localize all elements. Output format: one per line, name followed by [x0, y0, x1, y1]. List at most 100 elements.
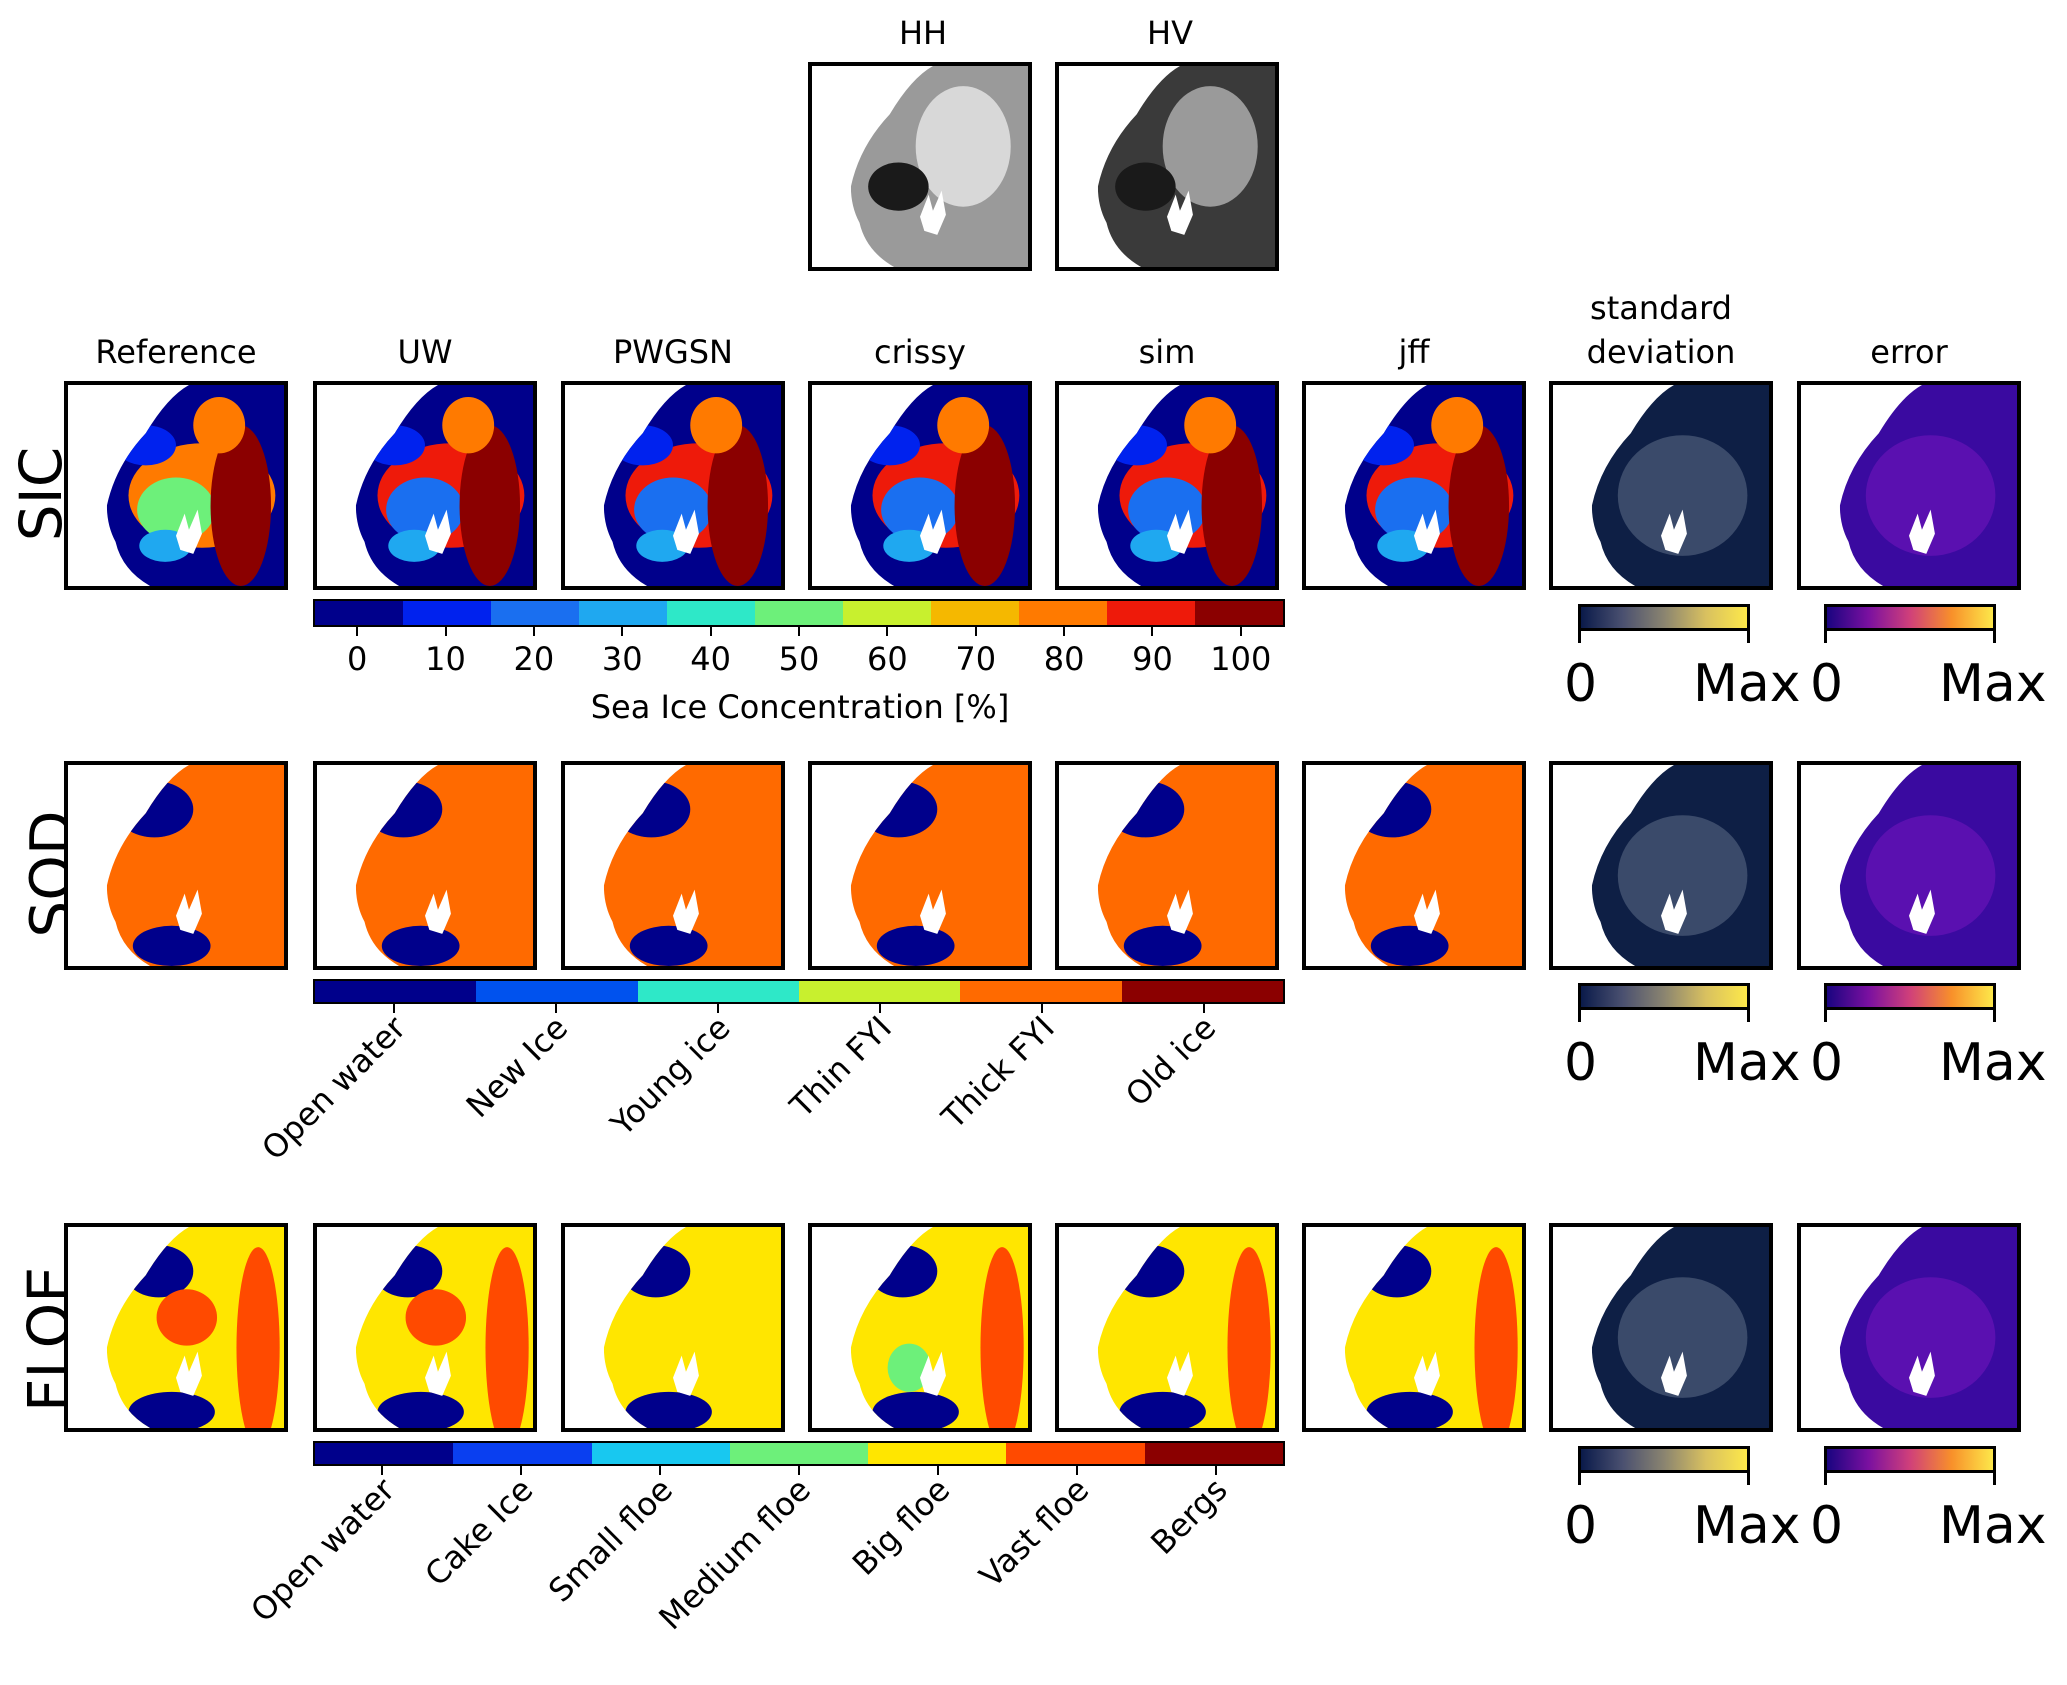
- floe-cbar-seg-4: [868, 1443, 1007, 1464]
- sic-tick-label: 10: [425, 640, 466, 678]
- sic-tick-label: 80: [1043, 640, 1085, 678]
- sic-tick-mark: [356, 627, 359, 636]
- column-title-1: UW: [397, 333, 453, 371]
- sic-cbar-seg-0: [315, 601, 403, 625]
- map-panel-2-4: [1055, 1223, 1279, 1432]
- sic-tick-mark: [444, 627, 447, 636]
- sod_colorbar-tick-mark: [1203, 1004, 1205, 1013]
- sic-cbar-seg-2: [491, 601, 579, 625]
- sic-colorbar-label: Sea Ice Concentration [%]: [590, 688, 1010, 726]
- sic-tick-label: 20: [513, 640, 555, 678]
- sic-cbar-seg-3: [579, 601, 667, 625]
- map-panel-1-2: [561, 761, 785, 970]
- floe-colorbar: [313, 1441, 1285, 1466]
- sod-cbar-seg-5: [1121, 981, 1283, 1002]
- floe_colorbar-class-label: Big floe: [845, 1470, 958, 1583]
- map-panel-0-1: [313, 381, 537, 590]
- std-colorbar-max-label: Max: [1693, 1033, 1801, 1093]
- map-panel-0-2: [561, 381, 785, 590]
- std-colorbar-gradient: [1578, 1446, 1750, 1473]
- sod-cbar-seg-0: [315, 981, 477, 1002]
- sic-tick-label: 70: [955, 640, 997, 678]
- sic-tick-mark: [798, 627, 800, 636]
- sod_colorbar-tick-mark: [555, 1004, 557, 1013]
- sic-tick-label: 0: [346, 640, 368, 678]
- map-panel-0-5: [1302, 381, 1526, 590]
- floe_colorbar-class-label: Small floe: [540, 1470, 680, 1610]
- map-panel-2-1: [313, 1223, 537, 1432]
- err-colorbar-gradient: [1824, 1446, 1996, 1473]
- map-panel-1-4: [1055, 761, 1279, 970]
- sod_colorbar-class-label: Open water: [254, 1008, 414, 1168]
- sod-cbar-seg-1: [476, 981, 638, 1002]
- map-panel-1-3: [808, 761, 1032, 970]
- floe_colorbar-tick-mark: [381, 1466, 384, 1475]
- err-colorbar-max-label: Max: [1939, 1033, 2047, 1093]
- map-panel-0-0: [64, 381, 288, 590]
- floe_colorbar-class-label: Bergs: [1143, 1470, 1236, 1562]
- sod_colorbar-tick-mark: [879, 1004, 881, 1013]
- std-colorbar-gradient: [1578, 983, 1750, 1010]
- floe-cbar-seg-5: [1006, 1443, 1145, 1464]
- floe_colorbar-tick-mark: [1075, 1466, 1078, 1475]
- map-panel-hv-1: [1055, 62, 1279, 271]
- sod_colorbar-class-label: Young ice: [603, 1008, 738, 1143]
- std-colorbar-ticks: [1578, 1473, 1750, 1485]
- sic-tick-label: 60: [867, 640, 908, 678]
- sic-tick-mark: [1239, 627, 1242, 636]
- std-colorbar-max-label: Max: [1693, 1496, 1801, 1556]
- floe_colorbar-tick-mark: [520, 1466, 523, 1475]
- std-colorbar-gradient: [1578, 604, 1750, 631]
- sod_colorbar-class-label: Old ice: [1118, 1008, 1224, 1114]
- map-panel-1-6: [1549, 761, 1773, 970]
- floe_colorbar-tick-mark: [936, 1466, 939, 1475]
- column-title-2: PWGSN: [613, 333, 733, 371]
- map-panel-1-1: [313, 761, 537, 970]
- sic-tick-mark: [532, 627, 535, 636]
- floe_colorbar-class-label: Cake Ice: [417, 1470, 541, 1594]
- floe_colorbar-class-label: Vast floe: [971, 1470, 1097, 1595]
- hv-title: HV: [1147, 14, 1193, 52]
- map-panel-0-4: [1055, 381, 1279, 590]
- sic-tick-mark: [621, 627, 624, 636]
- std-colorbar-max-label: Max: [1693, 654, 1801, 714]
- floe-cbar-seg-2: [591, 1443, 730, 1464]
- sod-colorbar: [313, 979, 1285, 1004]
- map-panel-2-7: [1797, 1223, 2021, 1432]
- err-colorbar-max-label: Max: [1939, 1496, 2047, 1556]
- column-title-4: sim: [1138, 333, 1196, 371]
- sod_colorbar-class-label: Thin FYI: [783, 1008, 900, 1125]
- floe-cbar-seg-6: [1144, 1443, 1283, 1464]
- floe-cbar-seg-3: [729, 1443, 869, 1464]
- map-panel-2-0: [64, 1223, 288, 1432]
- sic-colorbar: [313, 599, 1285, 627]
- map-panel-2-5: [1302, 1223, 1526, 1432]
- err-colorbar-ticks: [1824, 1473, 1996, 1485]
- map-panel-1-0: [64, 761, 288, 970]
- sic-tick-mark: [1151, 627, 1154, 636]
- sic-tick-mark: [1063, 627, 1066, 636]
- sic-cbar-seg-9: [1107, 601, 1195, 625]
- floe_colorbar-tick-mark: [659, 1466, 662, 1475]
- floe_colorbar-class-label: Open water: [242, 1470, 402, 1630]
- sic-cbar-seg-10: [1195, 601, 1283, 625]
- map-panel-0-6: [1549, 381, 1773, 590]
- err-colorbar-gradient: [1824, 604, 1996, 631]
- err-colorbar-ticks: [1824, 1010, 1996, 1022]
- sic-cbar-seg-6: [843, 601, 931, 625]
- sic-cbar-seg-1: [403, 601, 491, 625]
- std-colorbar-ticks: [1578, 1010, 1750, 1022]
- sic-cbar-seg-7: [931, 601, 1019, 625]
- floe-cbar-seg-1: [453, 1443, 592, 1464]
- map-panel-0-3: [808, 381, 1032, 590]
- sod_colorbar-class-label: Thick FYI: [933, 1008, 1062, 1137]
- std-colorbar-min-label: 0: [1564, 1033, 1598, 1093]
- column-title-7: error: [1870, 333, 1948, 371]
- sic-tick-label: 90: [1132, 640, 1173, 678]
- sic-tick-label: 50: [778, 640, 820, 678]
- std-colorbar-min-label: 0: [1564, 1496, 1598, 1556]
- sod-cbar-seg-2: [637, 981, 799, 1002]
- sic-tick-mark: [974, 627, 977, 636]
- floe-cbar-seg-0: [315, 1443, 454, 1464]
- sic-tick-mark: [886, 627, 889, 636]
